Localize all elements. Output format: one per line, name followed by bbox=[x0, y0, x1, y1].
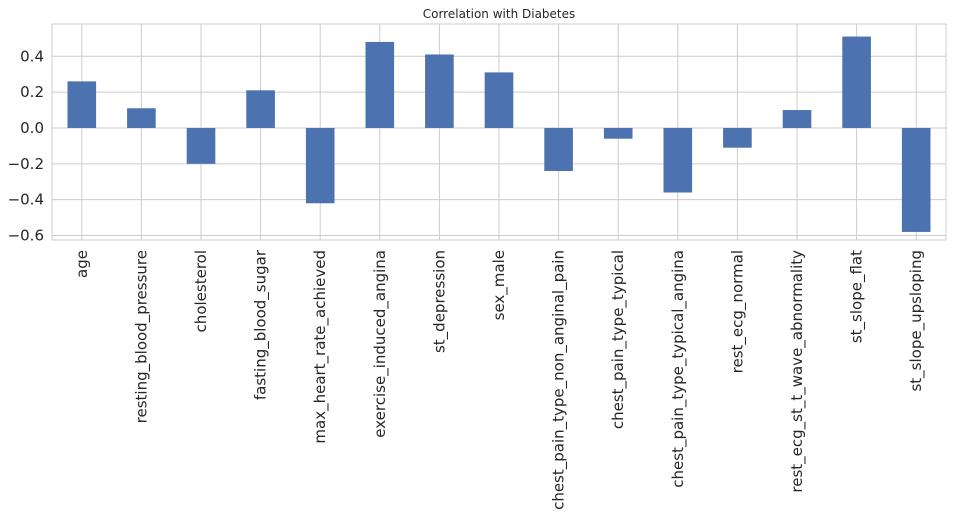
x-tick-label: rest_ecg_st_t_wave_abnormality bbox=[788, 250, 807, 493]
x-tick-label: st_slope_flat bbox=[848, 250, 867, 343]
x-tick-label: chest_pain_type_typical bbox=[609, 250, 628, 429]
bar-max_heart_rate_achieved bbox=[305, 127, 335, 204]
x-tick-label: st_depression bbox=[430, 250, 449, 353]
bar-exercise_induced_angina bbox=[365, 41, 395, 128]
bar-chest_pain_type_non_anginal_pain bbox=[544, 127, 573, 171]
y-tick-label: −0.2 bbox=[8, 155, 44, 173]
x-tick-label: fasting_blood_sugar bbox=[252, 249, 271, 400]
y-tick-label: 0.4 bbox=[20, 47, 44, 65]
x-tick-label: exercise_induced_angina bbox=[371, 250, 390, 438]
y-tick-label: −0.4 bbox=[8, 191, 44, 209]
bar-rest_ecg_normal bbox=[723, 127, 752, 148]
bars bbox=[67, 36, 931, 232]
x-tick-label: cholesterol bbox=[192, 250, 210, 332]
bar-st_slope_flat bbox=[842, 36, 871, 128]
bar-st_depression bbox=[425, 54, 454, 128]
bar-st_slope_upsloping bbox=[901, 127, 931, 232]
x-tick-label: rest_ecg_normal bbox=[728, 250, 747, 373]
x-tick-label: resting_blood_pressure bbox=[132, 250, 151, 423]
bar-cholesterol bbox=[186, 127, 216, 164]
bar-chest_pain_type_typical_angina bbox=[663, 127, 693, 193]
bar-age bbox=[67, 81, 97, 128]
x-tick-label: max_heart_rate_achieved bbox=[311, 250, 330, 444]
x-axis-ticks: age resting_blood_pressure cholesterol fast… bbox=[73, 249, 926, 510]
bar-rest_ecg_st_t_wave_abnormality bbox=[782, 110, 812, 128]
bar-fasting_blood_sugar bbox=[246, 90, 275, 128]
y-axis-ticks: −0.6 −0.4 −0.2 0.0 0.2 0.4 bbox=[8, 47, 44, 244]
x-tick-label: sex_male bbox=[490, 250, 509, 320]
plot-frame bbox=[51, 23, 947, 241]
x-tick-label: chest_pain_type_non_anginal_pain bbox=[550, 250, 569, 510]
y-tick-label: −0.6 bbox=[8, 227, 44, 245]
x-tick-label: age bbox=[73, 250, 91, 278]
bar-resting_blood_pressure bbox=[127, 108, 156, 128]
x-tick-label: chest_pain_type_typical_angina bbox=[669, 250, 688, 488]
chart-title: Correlation with Diabetes bbox=[423, 7, 576, 21]
grid-lines bbox=[52, 24, 946, 240]
bar-sex_male bbox=[484, 72, 514, 128]
bar-chest_pain_type_typical bbox=[603, 127, 633, 139]
y-tick-label: 0.0 bbox=[20, 119, 44, 137]
y-tick-label: 0.2 bbox=[20, 83, 44, 101]
x-tick-label: st_slope_upsloping bbox=[907, 250, 926, 392]
